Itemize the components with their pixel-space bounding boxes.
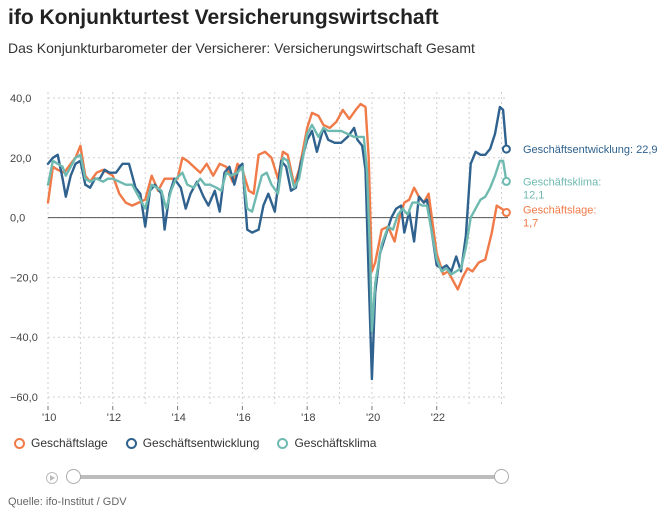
legend-label: Geschäftslage bbox=[31, 436, 108, 450]
y-tick-label: −40,0 bbox=[10, 332, 38, 344]
series-end-label: Geschäftsentwicklung: 22,9 bbox=[523, 144, 658, 156]
x-tick-label: '14 bbox=[172, 412, 186, 424]
y-tick-label: 40,0 bbox=[10, 93, 31, 105]
chart-legend: Geschäftslage Geschäftsentwicklung Gesch… bbox=[14, 436, 376, 450]
x-tick-label: '10 bbox=[42, 412, 56, 424]
x-tick-label: '12 bbox=[107, 412, 121, 424]
legend-item-geschaeftsklima[interactable]: Geschäftsklima bbox=[277, 436, 376, 450]
y-tick-label: −60,0 bbox=[10, 392, 38, 404]
legend-item-geschaeftsentwicklung[interactable]: Geschäftsentwicklung bbox=[125, 436, 260, 450]
legend-dot-icon bbox=[14, 437, 25, 449]
series-end-label: 1,7 bbox=[523, 218, 538, 230]
y-tick-label: 20,0 bbox=[10, 153, 31, 165]
legend-dot-icon bbox=[277, 437, 289, 449]
legend-dot-icon bbox=[125, 437, 137, 449]
series-line-lage bbox=[46, 102, 508, 291]
series-end-point bbox=[501, 176, 511, 186]
legend-item-geschaeftslage[interactable]: Geschäftslage bbox=[14, 436, 108, 450]
time-range-slider[interactable] bbox=[46, 468, 656, 488]
line-chart: 40,0 20,0 0,0 −20,0 −40,0 −60,0 '10 '12 '14 '16 '1… bbox=[10, 92, 658, 424]
chart-title: ifo Konjunkturtest Versicherungswirtscha… bbox=[8, 6, 439, 29]
y-tick-label: 0,0 bbox=[10, 213, 25, 225]
y-tick-label: −20,0 bbox=[10, 272, 38, 284]
series-end-label: 12,1 bbox=[523, 189, 544, 201]
chart-subtitle: Das Konjunkturbarometer der Versicherer:… bbox=[8, 40, 475, 56]
series-end-point bbox=[501, 144, 511, 154]
x-tick-label: '22 bbox=[431, 412, 445, 424]
series-line-entwicklung bbox=[46, 105, 508, 381]
slider-end-handle[interactable] bbox=[494, 469, 509, 484]
play-icon[interactable] bbox=[46, 472, 58, 484]
x-tick-label: '16 bbox=[236, 412, 250, 424]
series-line-klima bbox=[46, 123, 508, 333]
legend-label: Geschäftsklima bbox=[294, 436, 377, 450]
slider-start-handle[interactable] bbox=[66, 469, 81, 484]
series-end-label: Geschäftslage: bbox=[523, 205, 596, 217]
x-tick-label: '18 bbox=[301, 412, 315, 424]
slider-track[interactable] bbox=[72, 475, 502, 479]
x-tick-label: '20 bbox=[366, 412, 380, 424]
source-note: Quelle: ifo-Institut / GDV bbox=[8, 496, 127, 508]
series-end-point bbox=[501, 208, 511, 218]
legend-label: Geschäftsentwicklung bbox=[142, 436, 260, 450]
series-end-label: Geschäftsklima: bbox=[523, 176, 601, 188]
